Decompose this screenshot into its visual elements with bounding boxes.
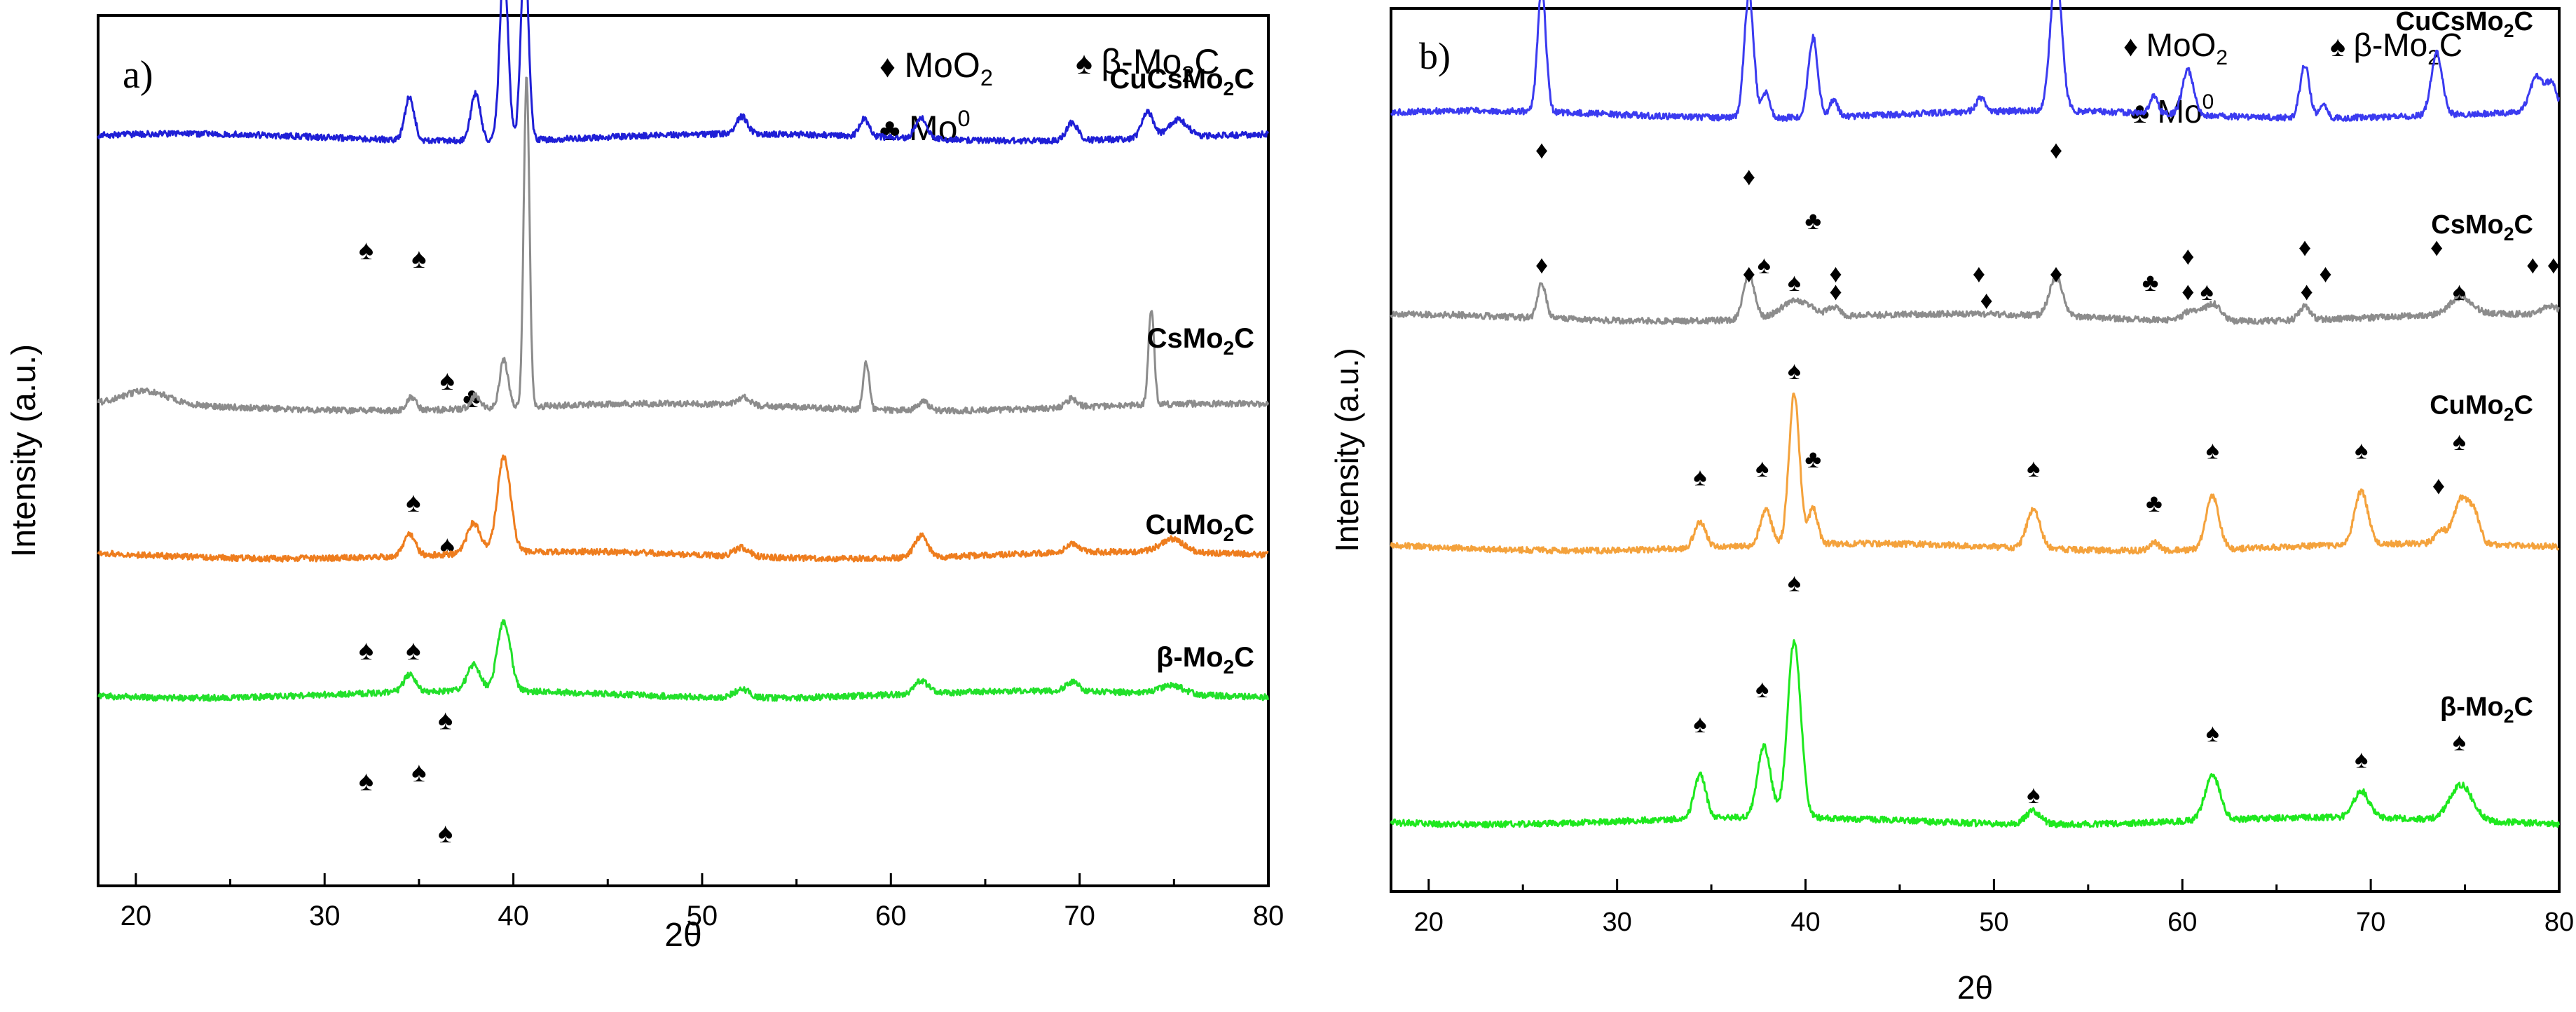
series-line-cucsmo2c [1390, 0, 2561, 122]
plot-frame [97, 14, 1270, 887]
peak-marker: ♠ [440, 365, 455, 396]
peak-marker: ♠ [1693, 462, 1706, 491]
series-line-mo2c [97, 619, 1270, 702]
peak-marker: ♠ [2355, 436, 2368, 465]
x-tick-label: 60 [2167, 908, 2197, 937]
peak-marker: ♠ [1758, 250, 1771, 279]
peak-marker: ♦ [2319, 259, 2331, 288]
panel-label: b) [1419, 35, 1451, 77]
series-line-csmo2c [1390, 271, 2561, 325]
y-axis-label: Intensity (a.u.) [6, 344, 43, 557]
x-axis-label: 2θ [664, 917, 701, 954]
series-line-cumo2c [97, 454, 1269, 563]
legend-entry: ♠ β-Mo2C [2330, 27, 2462, 69]
x-tick-label: 80 [1253, 901, 1284, 931]
peak-marker: ♠ [411, 757, 426, 788]
peak-marker: ♦ [1829, 277, 1842, 306]
peak-marker: ♠ [406, 487, 420, 518]
panel-label: a) [123, 53, 153, 97]
series-label: CuCsMo2C [2396, 7, 2533, 41]
series-line-cumo2c [1390, 392, 2560, 555]
peak-marker: ♠ [1788, 268, 1801, 296]
series-label: CsMo2C [2431, 210, 2533, 245]
series-line-mo2c [1390, 639, 2561, 829]
peak-marker: ♠ [359, 765, 374, 796]
peak-marker: ♣ [1804, 206, 1821, 235]
panel-a-chart: 20 30 40 50 60 70 80 2θ Intensity (a.u.) a) ♦ MoO2… [6, 0, 1284, 954]
peak-marker: ♠ [1755, 453, 1769, 482]
series-label: β-Mo2C [1156, 642, 1254, 678]
peak-marker: ♦ [1535, 250, 1548, 279]
peak-marker: ♠ [359, 635, 374, 666]
peak-marker: ♠ [438, 704, 453, 735]
legend-entry: ♦ MoO2 [879, 46, 993, 90]
peak-marker: ♠ [438, 818, 453, 849]
x-tick-label: 40 [1790, 908, 1820, 937]
x-tick-label: 60 [875, 901, 907, 931]
peak-marker: ♠ [1788, 568, 1801, 597]
series-label: CsMo2C [1147, 323, 1254, 359]
peak-marker: ♠ [2355, 745, 2368, 774]
peak-marker: ♠ [359, 235, 374, 266]
peak-marker: ♦ [1743, 259, 1755, 288]
peak-marker: ♦ [1980, 285, 1992, 314]
peak-marker: ♣ [2142, 268, 2159, 296]
peak-marker: ♦ [2181, 241, 2194, 270]
x-tick-label: 30 [309, 901, 341, 931]
series-line-cucsmo2c [97, 0, 1269, 145]
peak-marker: ♦ [1829, 259, 1842, 288]
x-tick-label: 50 [687, 901, 718, 931]
x-tick-label: 40 [498, 901, 529, 931]
peak-marker: ♠ [2453, 427, 2466, 456]
peak-marker: ♠ [1755, 674, 1769, 703]
peak-marker: ♠ [2206, 436, 2219, 465]
x-tick-label: 30 [1603, 908, 1632, 937]
peak-marker: ♠ [2453, 727, 2466, 755]
series-line-csmo2c [97, 76, 1270, 415]
peak-marker: ♣ [2146, 488, 2163, 517]
x-tick-label: 70 [1064, 901, 1095, 931]
x-tick-label: 80 [2544, 908, 2574, 937]
series-label: β-Mo2C [2440, 692, 2533, 727]
peak-marker: ♠ [1788, 356, 1801, 385]
x-tick-label: 20 [121, 901, 152, 931]
peak-marker: ♠ [2027, 453, 2040, 482]
peak-marker: ♦ [2432, 471, 2445, 500]
peak-marker: ♦ [2301, 277, 2313, 306]
peak-marker: ♦ [2430, 233, 2443, 261]
peak-marker: ♦ [1973, 259, 1985, 288]
x-tick-label: 50 [1979, 908, 2008, 937]
peak-marker: ♦ [2181, 277, 2194, 306]
peak-marker: ♦ [2050, 259, 2062, 288]
series-label: CuMo2C [2430, 391, 2533, 425]
peak-marker: ♠ [2200, 277, 2214, 306]
x-tick-label: 20 [1414, 908, 1444, 937]
series-label: CuMo2C [1145, 510, 1254, 545]
legend-entry: ♦ MoO2 [2123, 27, 2228, 69]
peak-marker: ♦ [2547, 250, 2560, 279]
peak-marker: ♦ [2526, 250, 2539, 279]
y-axis-label: Intensity (a.u.) [1329, 348, 1365, 552]
legend-entry: ♠ β-Mo2C [1076, 42, 1219, 87]
peak-marker: ♠ [2453, 277, 2466, 306]
peak-marker: ♠ [2206, 718, 2219, 747]
peak-marker: ♦ [1535, 135, 1548, 164]
peak-marker: ♠ [406, 635, 420, 666]
x-axis-label: 2θ [1957, 969, 1993, 1006]
peak-marker: ♠ [2027, 780, 2040, 809]
x-tick-label: 70 [2356, 908, 2385, 937]
peak-marker: ♠ [411, 243, 426, 274]
plot-frame [1390, 7, 2561, 893]
peak-marker: ♦ [2298, 233, 2311, 261]
series-label: CuCsMo2C [1109, 64, 1254, 100]
peak-marker: ♦ [1743, 162, 1755, 191]
peak-marker: ♣ [1804, 444, 1821, 473]
panel-b-chart: 20 30 40 50 60 70 80 2θ Intensity (a.u.) b) ♦ MoO2… [1329, 0, 2574, 1006]
peak-marker: ♦ [2050, 135, 2062, 164]
peak-marker: ♠ [1693, 709, 1706, 738]
